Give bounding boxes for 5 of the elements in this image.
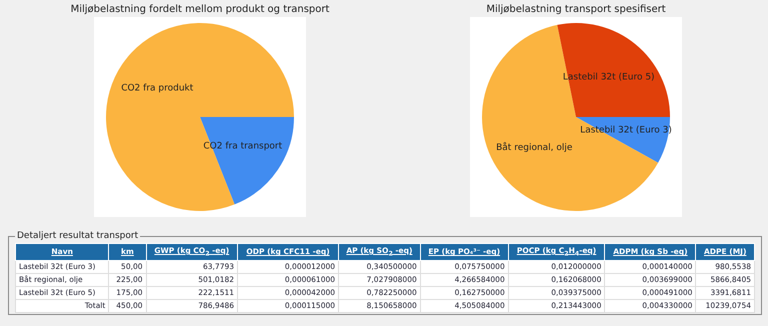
slice-label: Båt regional, olje [496,142,573,153]
chart-title: Miljøbelastning transport spesifisert [485,4,667,15]
text: Detaljert resultat transport [16,231,140,241]
chart-title: Miljøbelastning fordelt mellom produkt og transport [70,4,330,15]
slice-label: CO2 fra produkt [121,83,194,94]
